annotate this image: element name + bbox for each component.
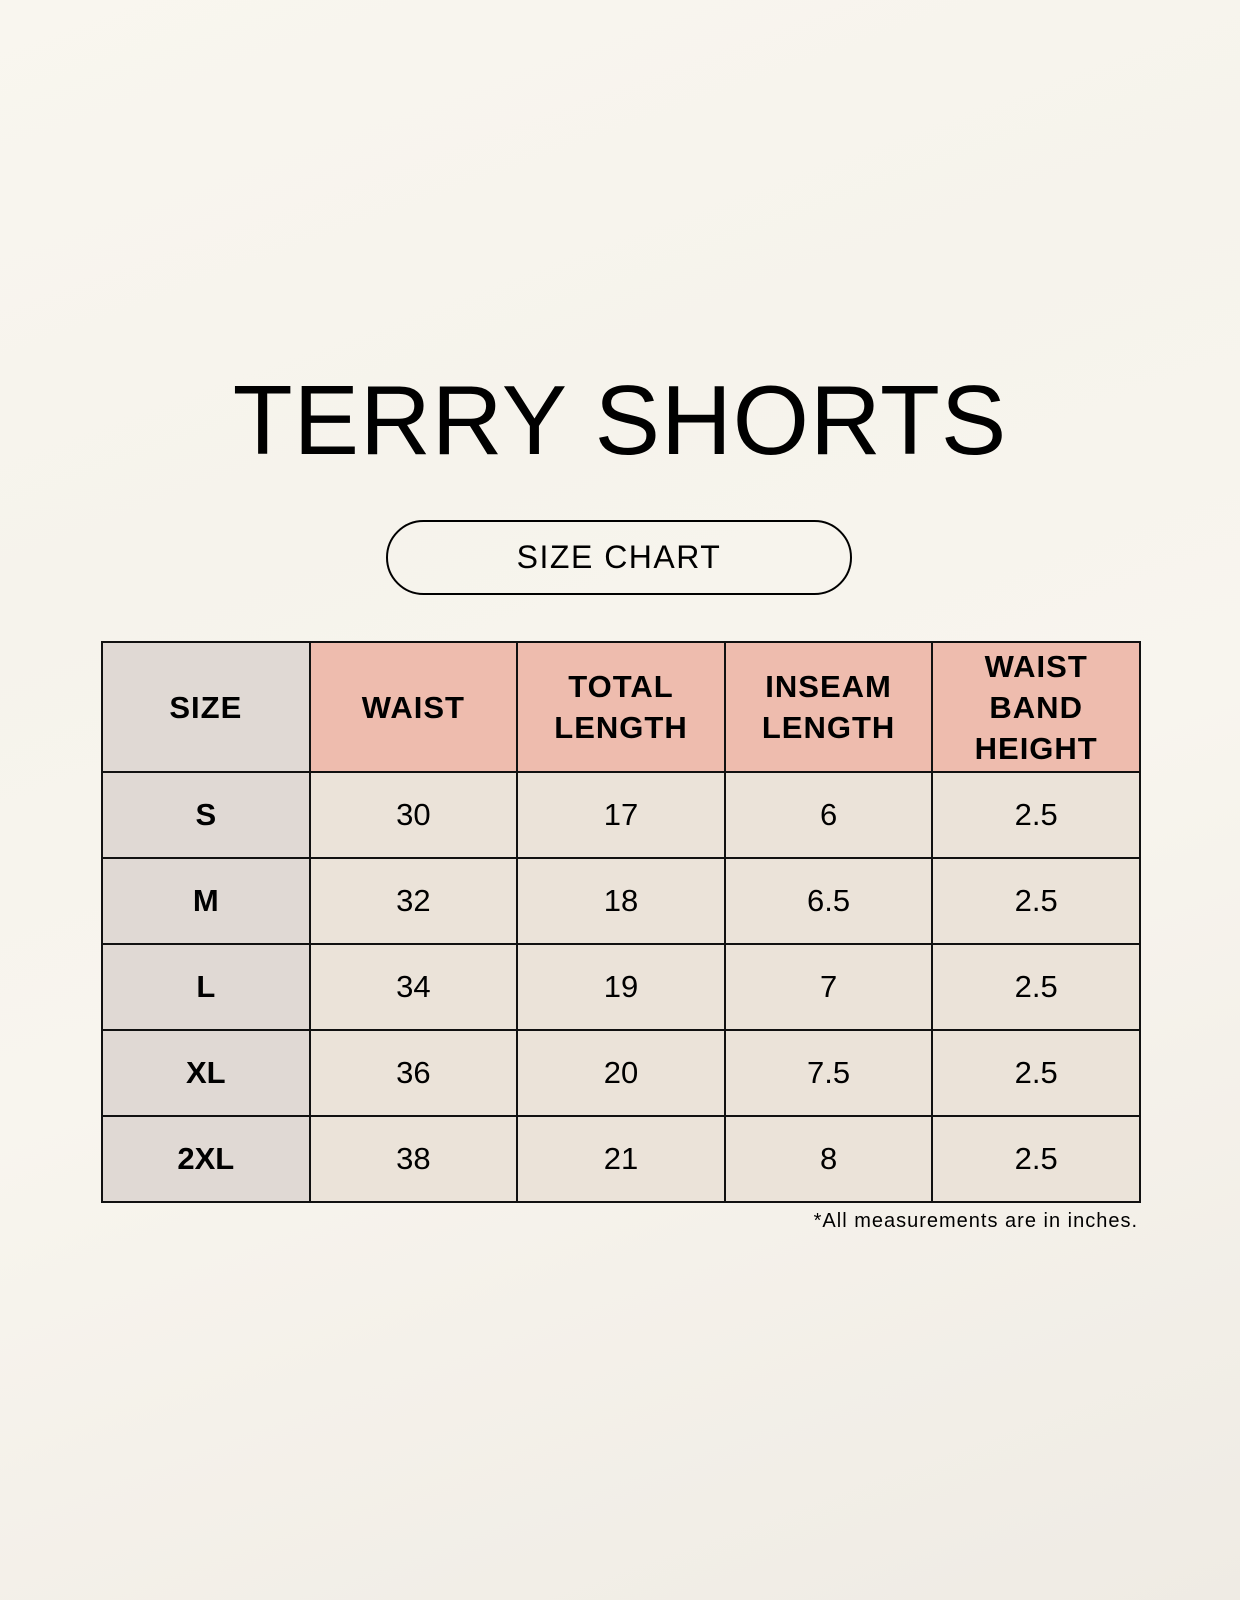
size-cell: M (101, 857, 311, 945)
size-cell: S (101, 771, 311, 859)
value-cell: 20 (516, 1029, 726, 1117)
footnote: *All measurements are in inches. (813, 1210, 1138, 1232)
value-cell: 34 (308, 943, 519, 1031)
value-cell: 30 (308, 771, 519, 859)
table-row: 2XL 38 21 8 2.5 (101, 1115, 1141, 1203)
value-cell: 21 (516, 1115, 726, 1203)
size-cell: 2XL (101, 1115, 311, 1203)
value-cell: 8 (723, 1115, 934, 1203)
size-chart-text: SIZE CHART (516, 539, 722, 575)
value-cell: 2.5 (931, 771, 1141, 859)
table-row: XL 36 20 7.5 2.5 (101, 1029, 1141, 1117)
header-total-length: TOTAL LENGTH (516, 641, 726, 773)
value-cell: 2.5 (931, 1115, 1141, 1203)
size-table: SIZE WAIST TOTAL LENGTH INSEAM LENGTH WA… (101, 641, 1141, 1203)
size-chart-label: SIZE CHART (386, 520, 852, 595)
value-cell: 17 (516, 771, 726, 859)
value-cell: 6.5 (723, 857, 934, 945)
header-row: SIZE WAIST TOTAL LENGTH INSEAM LENGTH WA… (101, 641, 1141, 773)
value-cell: 19 (516, 943, 726, 1031)
value-cell: 38 (308, 1115, 519, 1203)
table-row: M 32 18 6.5 2.5 (101, 857, 1141, 945)
header-waist: WAIST (308, 641, 519, 773)
value-cell: 2.5 (931, 1029, 1141, 1117)
header-size: SIZE (101, 641, 311, 773)
value-cell: 36 (308, 1029, 519, 1117)
header-waist-band-height: WAIST BAND HEIGHT (931, 641, 1141, 773)
page-title: TERRY SHORTS (232, 365, 1008, 475)
value-cell: 7.5 (723, 1029, 934, 1117)
value-cell: 18 (516, 857, 726, 945)
value-cell: 7 (723, 943, 934, 1031)
size-cell: XL (101, 1029, 311, 1117)
value-cell: 32 (308, 857, 519, 945)
value-cell: 2.5 (931, 943, 1141, 1031)
value-cell: 2.5 (931, 857, 1141, 945)
table-row: S 30 17 6 2.5 (101, 771, 1141, 859)
size-cell: L (101, 943, 311, 1031)
table-row: L 34 19 7 2.5 (101, 943, 1141, 1031)
value-cell: 6 (723, 771, 934, 859)
header-inseam-length: INSEAM LENGTH (723, 641, 934, 773)
